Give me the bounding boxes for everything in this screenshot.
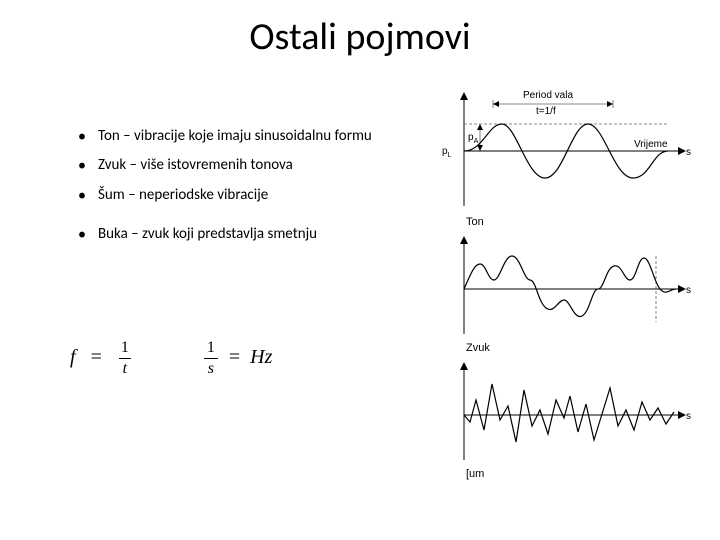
slide-root: Ostali pojmovi Ton – vibracije koje imaj… [0, 0, 720, 540]
svg-text:pA: pA [468, 132, 479, 145]
diagram-column: Period vala t=1/f pA pL Vrijeme s Ton [438, 88, 698, 486]
svg-text:s: s [686, 147, 691, 158]
diagram-ton: Period vala t=1/f pA pL Vrijeme s Ton [438, 88, 698, 228]
diagram-zvuk: s Zvuk [438, 234, 698, 354]
formula-f-eq-1-over-t: f = 1 t [70, 340, 133, 377]
svg-text:t=1/f: t=1/f [536, 106, 556, 117]
svg-text:s: s [686, 285, 691, 296]
diagram-sum: s [um [438, 360, 698, 480]
bullet-ton: Ton – vibracije koje imaju sinusoidalnu … [78, 128, 478, 145]
bullet-buka: Buka – zvuk koji predstavlja smetnju [78, 226, 478, 243]
sum-label: [um [466, 468, 698, 480]
svg-text:pL: pL [442, 146, 452, 159]
svg-text:Vrijeme: Vrijeme [634, 139, 668, 150]
sum-svg: s [438, 360, 698, 470]
formula-1-over-s-eq-hz: 1 s = Hz [203, 340, 273, 377]
svg-text:s: s [686, 411, 691, 422]
ton-label: Ton [466, 216, 698, 228]
slide-title: Ostali pojmovi [0, 14, 720, 60]
bullet-list: Ton – vibracije koje imaju sinusoidalnu … [38, 128, 478, 255]
bullet-zvuk: Zvuk – više istovremenih tonova [78, 157, 478, 174]
zvuk-label: Zvuk [466, 342, 698, 354]
zvuk-svg: s [438, 234, 698, 344]
bullet-sum: Šum – neperiodske vibracije [78, 187, 478, 204]
ton-svg: Period vala t=1/f pA pL Vrijeme s [438, 88, 698, 218]
svg-text:Period vala: Period vala [523, 90, 573, 101]
formula-row: f = 1 t 1 s = Hz [70, 340, 390, 377]
